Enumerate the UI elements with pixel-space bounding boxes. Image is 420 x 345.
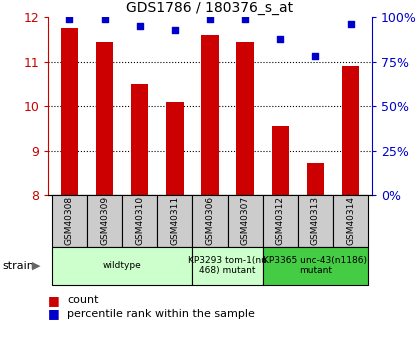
Bar bbox=[263, 247, 368, 285]
Point bbox=[136, 23, 143, 29]
Bar bbox=[307, 163, 324, 195]
Bar bbox=[157, 195, 192, 247]
Bar bbox=[263, 195, 298, 247]
Bar bbox=[192, 247, 263, 285]
Bar bbox=[96, 42, 113, 195]
Text: GSM40309: GSM40309 bbox=[100, 196, 109, 245]
Text: GSM40307: GSM40307 bbox=[241, 196, 249, 245]
Text: GSM40312: GSM40312 bbox=[276, 196, 285, 245]
Point bbox=[171, 27, 178, 32]
Bar bbox=[271, 126, 289, 195]
Text: percentile rank within the sample: percentile rank within the sample bbox=[67, 309, 255, 319]
Text: strain: strain bbox=[2, 261, 34, 270]
Point bbox=[66, 16, 73, 22]
Bar bbox=[228, 195, 263, 247]
Bar bbox=[52, 195, 87, 247]
Text: GSM40306: GSM40306 bbox=[205, 196, 215, 245]
Bar bbox=[298, 195, 333, 247]
Text: ■: ■ bbox=[48, 307, 60, 321]
Bar bbox=[87, 195, 122, 247]
Text: GSM40314: GSM40314 bbox=[346, 196, 355, 245]
Text: GSM40311: GSM40311 bbox=[171, 196, 179, 245]
Point bbox=[347, 22, 354, 27]
Text: KP3293 tom-1(nu
468) mutant: KP3293 tom-1(nu 468) mutant bbox=[188, 256, 267, 275]
Bar bbox=[342, 66, 360, 195]
Title: GDS1786 / 180376_s_at: GDS1786 / 180376_s_at bbox=[126, 1, 294, 15]
Point bbox=[312, 53, 319, 59]
Point bbox=[101, 16, 108, 22]
Bar bbox=[60, 28, 78, 195]
Text: wildtype: wildtype bbox=[103, 261, 142, 270]
Bar bbox=[166, 102, 184, 195]
Text: count: count bbox=[67, 295, 99, 305]
Text: KP3365 unc-43(n1186)
mutant: KP3365 unc-43(n1186) mutant bbox=[263, 256, 368, 275]
Text: ■: ■ bbox=[48, 294, 60, 307]
Bar bbox=[201, 35, 219, 195]
Point bbox=[207, 16, 213, 22]
Bar bbox=[131, 84, 149, 195]
Bar bbox=[333, 195, 368, 247]
Bar bbox=[236, 42, 254, 195]
Point bbox=[242, 16, 249, 22]
Bar bbox=[52, 247, 192, 285]
Text: GSM40313: GSM40313 bbox=[311, 196, 320, 245]
Text: ▶: ▶ bbox=[32, 261, 40, 270]
Text: GSM40308: GSM40308 bbox=[65, 196, 74, 245]
Bar bbox=[122, 195, 157, 247]
Bar bbox=[192, 195, 228, 247]
Text: GSM40310: GSM40310 bbox=[135, 196, 144, 245]
Point bbox=[277, 36, 284, 41]
